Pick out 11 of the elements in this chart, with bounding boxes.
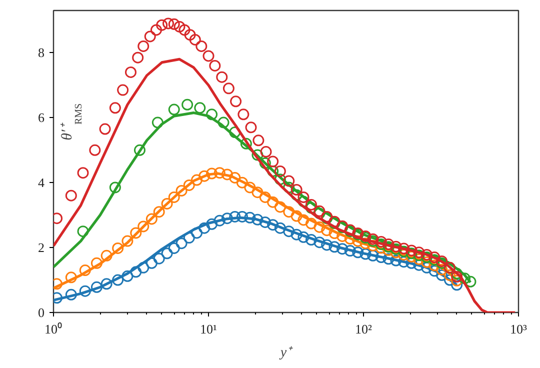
y-tick-label: 4 [38, 175, 45, 190]
y-axis-title: θ′⁺RMS [60, 103, 84, 140]
y-tick-label: 2 [38, 240, 44, 256]
y-tick-label: 6 [38, 110, 45, 126]
y-tick-label: 8 [38, 45, 44, 60]
x-tick-label: 10⁰ [44, 322, 62, 336]
x-tick-label: 10² [355, 322, 372, 336]
x-axis-title: y⁺ [278, 346, 294, 360]
x-tick-label: 10³ [510, 322, 528, 336]
y-tick-label: 0 [38, 305, 44, 320]
x-tick-label: 10¹ [200, 322, 218, 336]
